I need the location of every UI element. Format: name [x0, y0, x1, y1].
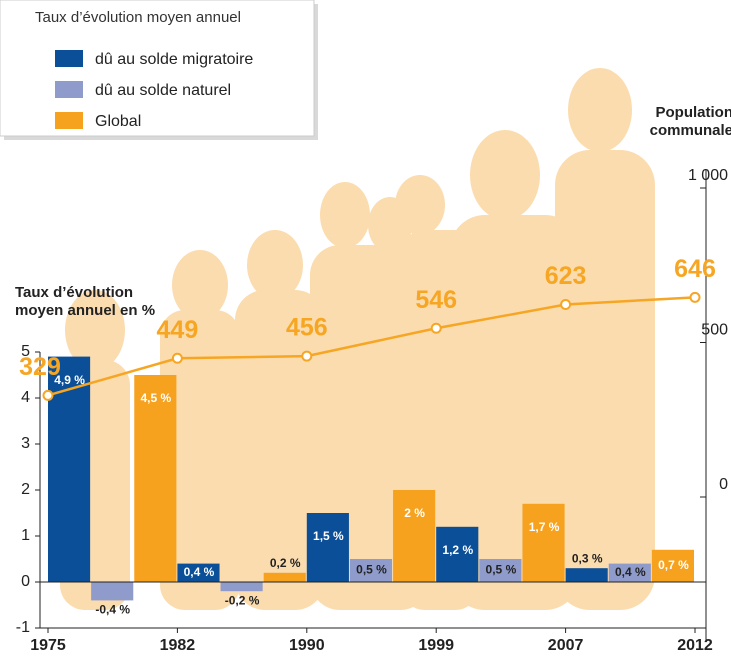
value-label: 0,5 % [486, 563, 517, 577]
value-label: 0,2 % [270, 556, 301, 570]
population-label: 646 [674, 255, 716, 283]
bar [177, 563, 220, 582]
legend: Taux d’évolution moyen annuel [0, 0, 318, 140]
value-label: 1,7 % [529, 520, 560, 534]
y2-axis-title: Population communale [649, 104, 731, 139]
legend-title: Taux d’évolution moyen annuel [35, 9, 241, 26]
value-label: 0,5 % [356, 563, 387, 577]
x-tick-label: 2007 [548, 637, 584, 654]
x-tick-label: 2012 [677, 637, 713, 654]
y-axis-title: Taux d’évolution moyen annuel en % [15, 284, 156, 319]
population-label: 546 [415, 286, 457, 314]
value-label: 0,4 % [184, 565, 215, 579]
value-label: 1,5 % [313, 529, 344, 543]
population-line [47, 296, 696, 397]
legend-swatch [55, 81, 83, 98]
value-label: -0,4 % [95, 603, 130, 617]
population-point [171, 352, 183, 364]
population-label: 456 [286, 314, 328, 342]
legend-label: dû au solde naturel [95, 82, 231, 99]
bar [220, 582, 263, 592]
value-label: 0,4 % [615, 565, 646, 579]
y-tick-label: 2 [21, 481, 30, 498]
value-label: 2 % [404, 506, 425, 520]
y-tick-label: 0 [21, 573, 30, 590]
y2-tick-label: 1 000 [688, 167, 728, 184]
bar [349, 559, 393, 582]
legend-label: dû au solde migratoire [95, 51, 253, 68]
y2-tick-label: 500 [701, 322, 728, 339]
value-label: 4,5 % [140, 391, 171, 405]
legend-swatch [55, 112, 83, 129]
value-label: -0,2 % [225, 593, 260, 607]
bar [91, 582, 134, 601]
population-label: 329 [19, 353, 61, 381]
x-tick-label: 1990 [289, 637, 325, 654]
value-label: 4,9 % [54, 373, 85, 387]
bar [608, 563, 651, 582]
bar [565, 568, 608, 582]
x-tick-label: 1975 [30, 637, 66, 654]
y-tick-label: -1 [16, 619, 30, 636]
y-tick-label: 5 [21, 343, 30, 360]
x-tick-label: 1982 [160, 637, 196, 654]
value-label: 0,3 % [572, 551, 603, 565]
x-tick-label: 1999 [418, 637, 454, 654]
bar [393, 490, 436, 582]
bar [522, 503, 565, 582]
bar [263, 572, 306, 582]
legend-label: Global [95, 113, 141, 130]
value-label: 1,2 % [442, 543, 473, 557]
value-label: 0,7 % [658, 558, 689, 572]
population-point [560, 298, 572, 310]
population-label: 449 [157, 316, 199, 344]
legend-swatch [55, 50, 83, 67]
bar [651, 549, 694, 582]
y-tick-label: 4 [21, 389, 30, 406]
bar [134, 375, 177, 582]
bar [479, 559, 522, 582]
population-label: 623 [545, 262, 587, 290]
bar [436, 526, 479, 582]
population-point [42, 389, 54, 401]
population-point [301, 350, 313, 362]
y-tick-label: 1 [21, 527, 30, 544]
population-point [689, 291, 701, 303]
y2-tick-label: 0 [719, 476, 728, 493]
y-tick-label: 3 [21, 435, 30, 452]
bar [306, 513, 349, 582]
population-point [430, 322, 442, 334]
